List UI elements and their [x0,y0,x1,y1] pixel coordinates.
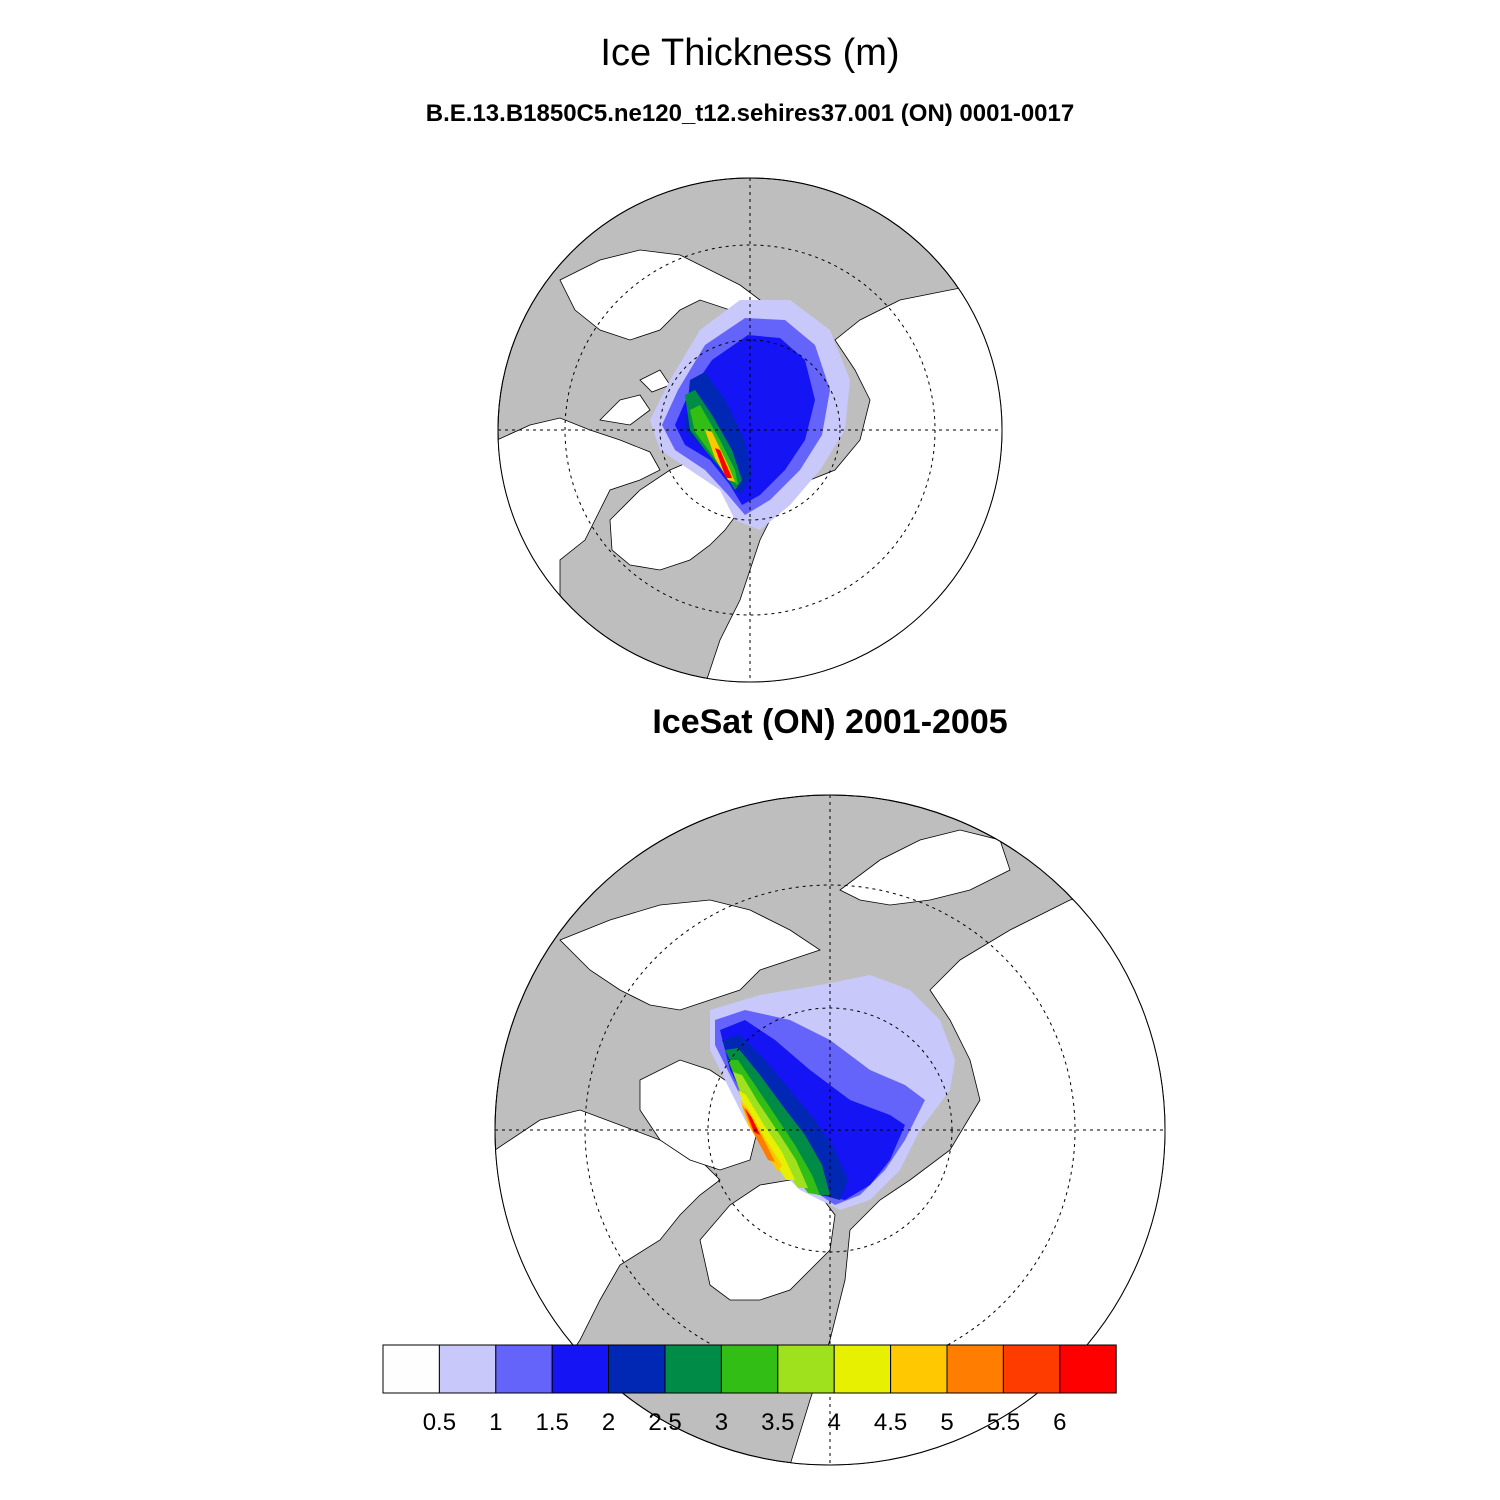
colorbar-tick-label: 4 [828,1409,841,1436]
colorbar-swatch [720,1344,779,1394]
colorbar-swatch [1059,1344,1117,1394]
land-eurasia [699,279,1002,682]
ice-layer-4-4.5 [738,1090,795,1180]
colorbar-swatch [608,1344,666,1394]
colorbar-swatch [1002,1344,1061,1394]
colorbar-tick-label: 4.5 [874,1409,907,1436]
chart-subtitle: B.E.13.B1850C5.ne120_t12.sehires37.001 (… [425,100,1075,127]
panel2-title: IceSat (ON) 2001-2005 [652,703,1008,741]
colorbar-tick-label: 5.5 [987,1409,1020,1436]
land-chukotka [839,829,1011,906]
ice-layer-6-plus [745,1108,760,1135]
colorbar-tick-label: 6 [1053,1409,1066,1436]
colorbar-swatch [664,1344,722,1394]
colorbar-swatch [382,1344,440,1394]
colorbar: 0.5 1 1.5 2 2.5 3 3.5 4 4.5 5 5.5 6 [382,1344,1117,1436]
colorbar-tick-label: 2.5 [648,1409,681,1436]
graticule-circle-outer [584,884,1076,1376]
land-siberia [559,899,821,1011]
map-panel-model [497,177,1003,683]
colorbar-tick-label: 0.5 [423,1409,456,1436]
colorbar-tick-label: 2 [602,1409,615,1436]
colorbar-swatch [495,1344,553,1394]
ice-layer-1.5-2 [675,335,815,505]
colorbar-tick-label: 3 [715,1409,728,1436]
colorbar-swatch [777,1344,835,1394]
ice-layer-6-plus [715,448,732,478]
colorbar-swatch [551,1344,610,1394]
map-panel-icesat [494,794,1166,1466]
chart-title: Ice Thickness (m) [600,32,900,74]
colorbar-tick-label: 1 [489,1409,502,1436]
colorbar-swatch [833,1344,892,1394]
colorbar-tick-label: 1.5 [536,1409,569,1436]
colorbar-swatch [890,1344,948,1394]
colorbar-swatch [946,1344,1004,1394]
colorbar-swatch [438,1344,497,1394]
colorbar-tick-label: 3.5 [761,1409,794,1436]
colorbar-tick-label: 5 [940,1409,953,1436]
